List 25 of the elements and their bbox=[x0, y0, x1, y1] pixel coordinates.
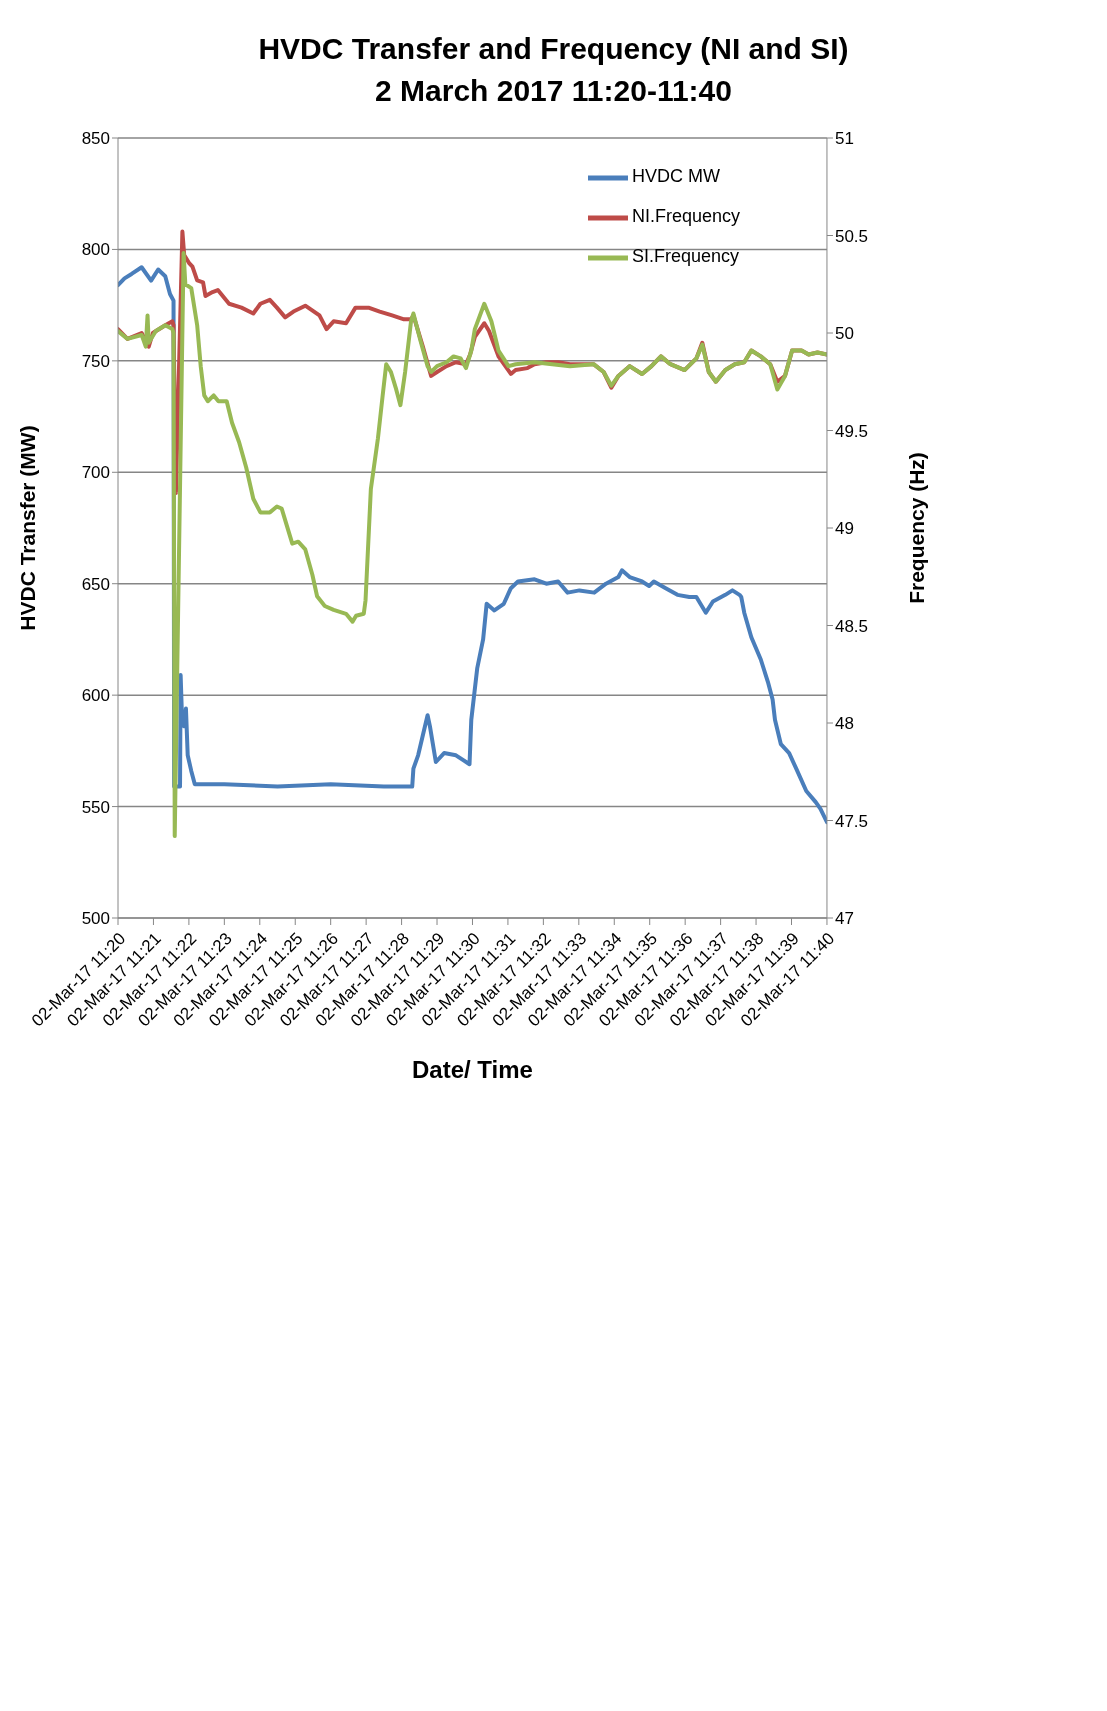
y-tick-label: 850 bbox=[81, 129, 110, 149]
y-tick-label: 750 bbox=[81, 351, 110, 371]
y2-tick-label: 48.5 bbox=[834, 616, 869, 636]
y2-tick-label: 50.5 bbox=[834, 226, 869, 246]
chart-subtitle: 2 March 2017 11:20-11:40 bbox=[374, 73, 733, 109]
y2-tick-label: 48 bbox=[834, 714, 854, 734]
y2-tick-label: 47.5 bbox=[834, 811, 869, 831]
legend-label: HVDC MW bbox=[632, 166, 720, 187]
x-axis-title: Date/ Time bbox=[412, 1056, 533, 1083]
y2-tick-label: 49 bbox=[834, 519, 854, 539]
y-tick-label: 650 bbox=[81, 574, 110, 594]
legend-label: NI.Frequency bbox=[632, 206, 741, 227]
y2-tick-label: 47 bbox=[834, 909, 854, 929]
legend-label: SI.Frequency bbox=[632, 246, 740, 267]
y-tick-label: 800 bbox=[81, 240, 110, 260]
y-tick-label: 550 bbox=[81, 797, 110, 817]
chart-title: HVDC Transfer and Frequency (NI and SI) bbox=[257, 31, 850, 67]
y-tick-label: 700 bbox=[81, 463, 110, 483]
y2-tick-label: 51 bbox=[834, 129, 854, 149]
y-tick-label: 500 bbox=[81, 909, 110, 929]
y2-tick-label: 49.5 bbox=[834, 421, 869, 441]
y2-tick-label: 50 bbox=[834, 324, 854, 344]
y-tick-label: 600 bbox=[81, 686, 110, 706]
y2-axis-title: Frequency (Hz) bbox=[905, 452, 929, 604]
y-axis-title: HVDC Transfer (MW) bbox=[16, 425, 40, 631]
